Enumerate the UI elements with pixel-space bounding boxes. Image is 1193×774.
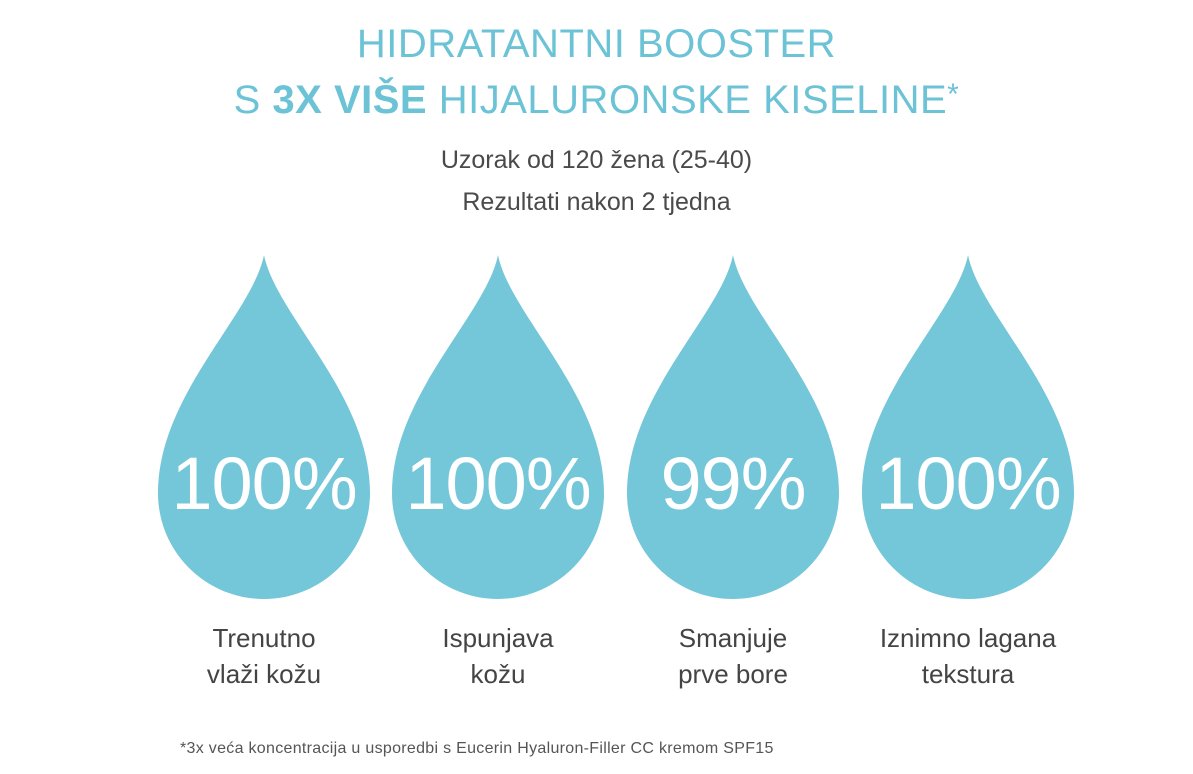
stat-caption-4: Iznimno lagana tekstura xyxy=(848,620,1088,692)
headline-asterisk: * xyxy=(947,78,960,111)
headline-line-1: HIDRATANTNI BOOSTER xyxy=(356,22,837,66)
headline-emphasis: 3X VIŠE xyxy=(272,78,428,122)
stat-value: 100% xyxy=(405,442,591,525)
headline-suffix: HIJALURONSKE KISELINE xyxy=(427,78,948,122)
stat-value: 100% xyxy=(171,442,357,525)
headline-line-2: S 3X VIŠE HIJALURONSKE KISELINE* xyxy=(0,78,1193,122)
stat-caption-3: Smanjuje prve bore xyxy=(613,620,853,692)
water-drop-icon xyxy=(862,255,1074,599)
stat-value: 99% xyxy=(660,442,806,525)
stat-drop-4: 100% xyxy=(862,255,1074,599)
stat-drop-2: 100% xyxy=(392,255,604,599)
results-duration-text: Rezultati nakon 2 tjedna xyxy=(462,188,731,216)
stat-caption-2: Ispunjava kožu xyxy=(378,620,618,692)
stat-drop-1: 100% xyxy=(158,255,370,599)
caption-line: Trenutno xyxy=(212,623,316,653)
caption-line: Iznimno lagana xyxy=(879,623,1057,653)
caption-line: kožu xyxy=(470,659,526,689)
footnote: *3x veća koncentracija u usporedbi s Euc… xyxy=(180,740,774,757)
headline-prefix: S xyxy=(233,78,273,122)
caption-line: prve bore xyxy=(678,659,788,689)
water-drop-icon xyxy=(392,255,604,599)
caption-line: Ispunjava xyxy=(442,623,554,653)
stat-value: 100% xyxy=(875,442,1061,525)
water-drop-icon xyxy=(627,255,839,599)
caption-line: Smanjuje xyxy=(678,623,788,653)
sample-size-text: Uzorak od 120 žena (25-40) xyxy=(440,146,753,174)
stat-caption-1: Trenutno vlaži kožu xyxy=(144,620,384,692)
stat-drop-3: 99% xyxy=(627,255,839,599)
caption-line: vlaži kožu xyxy=(206,659,322,689)
water-drop-icon xyxy=(158,255,370,599)
caption-line: tekstura xyxy=(921,659,1015,689)
